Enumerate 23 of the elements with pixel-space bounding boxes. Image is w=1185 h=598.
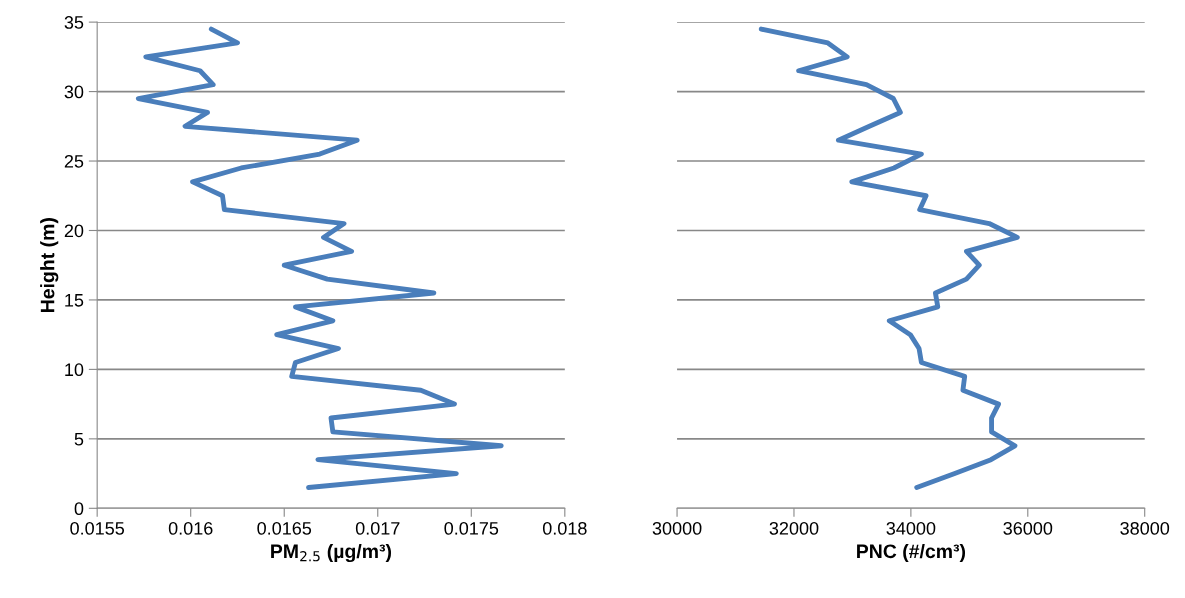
x-tick-label: 38000 bbox=[1120, 521, 1170, 535]
x-tick-label: 30000 bbox=[652, 521, 702, 535]
x-tick-label: 0.0175 bbox=[444, 521, 499, 535]
y-tick-label: 0 bbox=[74, 502, 84, 516]
x-tick-label: 36000 bbox=[1003, 521, 1053, 535]
y-tick-label: 5 bbox=[74, 432, 84, 446]
y-axis-title: Height (m) bbox=[40, 218, 59, 312]
y-tick-label: 25 bbox=[64, 154, 84, 168]
x-tick-label: 0.016 bbox=[168, 521, 213, 535]
y-tick-label: 30 bbox=[64, 85, 84, 99]
x-axis-title: PNC (#/cm³) bbox=[857, 543, 966, 563]
y-tick-label: 15 bbox=[65, 294, 84, 307]
x-axis-title: PM$_{2.5}$ (µg/m³) bbox=[271, 543, 392, 563]
x-tick-label: 0.0155 bbox=[70, 521, 125, 535]
y-tick-label: 10 bbox=[65, 363, 84, 377]
x-tick-label: 0.018 bbox=[542, 521, 587, 535]
line-series bbox=[135, 26, 504, 490]
x-tick-label: 0.0165 bbox=[257, 521, 312, 535]
x-tick-label: 0.017 bbox=[355, 521, 400, 535]
y-tick-label: 35 bbox=[64, 16, 84, 29]
y-tick-label: 20 bbox=[64, 224, 84, 238]
x-tick-label: 34000 bbox=[886, 521, 936, 535]
x-tick-label: 32000 bbox=[769, 521, 819, 535]
